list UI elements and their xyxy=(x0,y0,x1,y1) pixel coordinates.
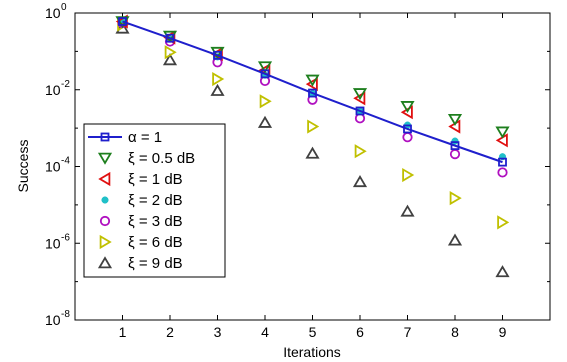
data-point xyxy=(257,115,273,128)
data-point xyxy=(354,144,367,159)
legend-label: ξ = 3 dB xyxy=(128,213,183,230)
legend-marker xyxy=(97,152,113,165)
data-point xyxy=(257,61,273,74)
data-point xyxy=(400,204,415,217)
legend-marker xyxy=(101,196,109,204)
legend-item: ξ = 6 dB xyxy=(99,234,183,251)
data-point xyxy=(305,146,320,159)
x-tick-label: 8 xyxy=(451,324,459,340)
data-point xyxy=(353,91,366,106)
legend-marker xyxy=(98,171,111,187)
y-axis-label: Success xyxy=(15,140,31,193)
series-0 xyxy=(118,17,507,167)
y-tick-base: 10 xyxy=(45,82,61,98)
y-tick-exponent: -6 xyxy=(61,232,70,243)
data-point xyxy=(403,124,412,134)
legend-label: ξ = 9 dB xyxy=(128,255,183,272)
x-tick-label: 4 xyxy=(261,324,269,340)
x-tick-label: 6 xyxy=(356,324,364,340)
legend-label: ξ = 2 dB xyxy=(128,192,183,209)
legend-item: ξ = 1 dB xyxy=(98,171,183,188)
data-point xyxy=(497,215,510,230)
legend-marker xyxy=(100,132,110,142)
data-point xyxy=(118,17,127,26)
data-point xyxy=(498,157,507,167)
data-point xyxy=(352,88,368,101)
data-point xyxy=(352,175,368,188)
data-point xyxy=(259,94,272,109)
series-6 xyxy=(115,21,510,278)
y-tick-label: 10 -4 xyxy=(45,156,70,175)
data-point xyxy=(210,83,225,96)
y-tick-exponent: -2 xyxy=(61,79,70,90)
y-tick-exponent: -8 xyxy=(61,309,70,320)
x-tick-label: 3 xyxy=(214,324,222,340)
x-tick-label: 2 xyxy=(166,324,174,340)
x-tick-label: 9 xyxy=(499,324,507,340)
data-point xyxy=(305,74,320,87)
legend-label: ξ = 0.5 dB xyxy=(128,150,195,167)
legend-marker xyxy=(97,256,113,269)
data-point xyxy=(355,106,365,116)
data-point xyxy=(447,233,463,246)
data-point xyxy=(212,71,225,87)
data-point xyxy=(402,167,415,183)
data-point xyxy=(305,77,318,92)
x-axis-label: Iterations xyxy=(283,344,341,360)
y-tick-base: 10 xyxy=(45,235,61,251)
data-point xyxy=(115,21,130,34)
legend-label: ξ = 1 dB xyxy=(128,171,183,188)
data-point xyxy=(260,69,270,79)
legend-item: ξ = 9 dB xyxy=(97,255,183,272)
legend-label: α = 1 xyxy=(128,129,162,146)
data-point xyxy=(447,113,463,127)
y-tick-exponent: -4 xyxy=(61,156,70,167)
data-point xyxy=(165,33,175,43)
data-point xyxy=(450,141,460,151)
data-point xyxy=(400,101,415,114)
x-tick-label: 1 xyxy=(119,324,127,340)
legend: α = 1 ξ = 0.5 dB ξ = 1 dB ξ = 2 dB ξ = 3 dB ξ… xyxy=(83,123,226,278)
data-point xyxy=(164,45,177,60)
y-tick-base: 10 xyxy=(45,312,61,328)
x-tick-label: 7 xyxy=(404,324,412,340)
data-point xyxy=(213,50,222,60)
x-tick-label: 5 xyxy=(309,324,317,340)
data-point xyxy=(451,137,459,145)
y-tick-label: 10 -6 xyxy=(45,232,70,251)
y-tick-label: 10 -8 xyxy=(45,309,70,328)
y-tick-base: 10 xyxy=(45,5,61,21)
legend-marker xyxy=(99,215,111,227)
y-tick-exponent: 0 xyxy=(61,2,67,13)
data-point xyxy=(307,119,320,134)
y-tick-label: 10 0 xyxy=(45,2,67,21)
series-line xyxy=(122,20,503,164)
data-point xyxy=(495,265,510,278)
y-tick-label: 10 -2 xyxy=(45,79,70,98)
series-layer xyxy=(115,14,510,278)
data-point xyxy=(495,126,510,139)
legend-item: ξ = 0.5 dB xyxy=(97,150,195,167)
legend-label: ξ = 6 dB xyxy=(128,234,183,251)
data-point xyxy=(308,88,317,98)
legend-item: α = 1 xyxy=(88,129,162,146)
data-point xyxy=(449,191,462,206)
legend-marker xyxy=(99,234,112,250)
data-point xyxy=(497,167,508,178)
y-tick-base: 10 xyxy=(45,159,61,175)
legend-item: ξ = 3 dB xyxy=(99,213,183,230)
data-point xyxy=(162,53,178,66)
legend-item: ξ = 2 dB xyxy=(101,192,183,209)
